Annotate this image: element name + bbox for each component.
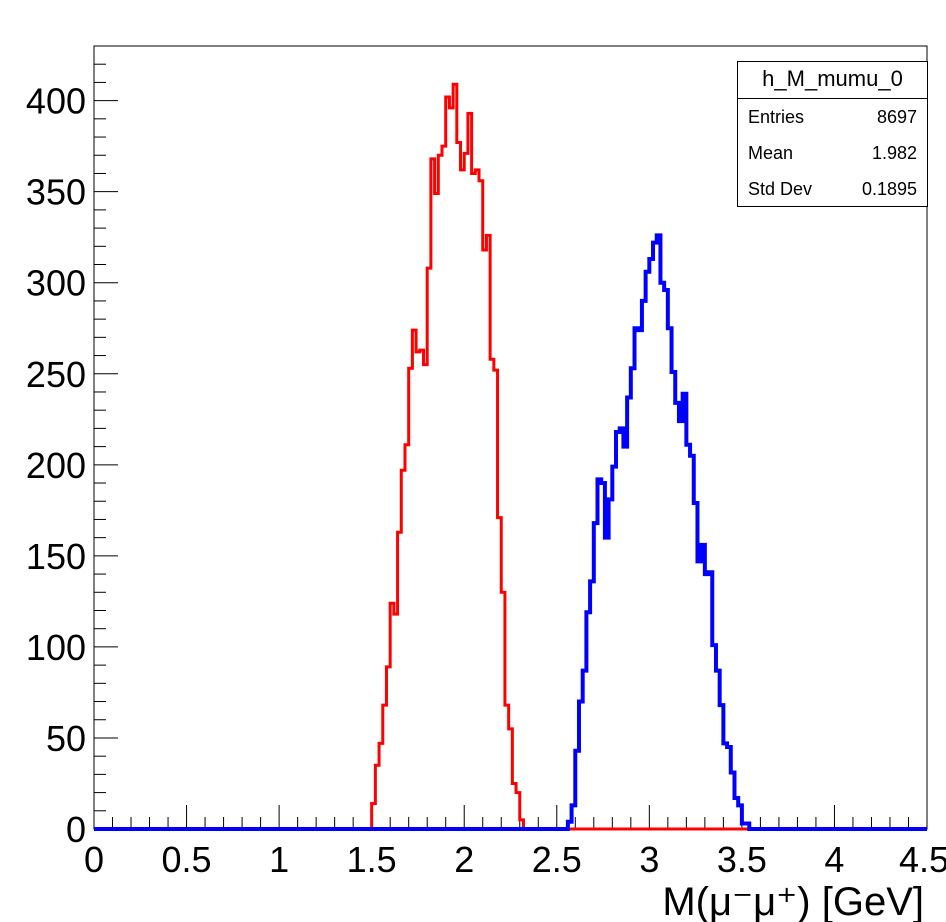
x-tick-labels: 0 0.5 1 1.5 2 2.5 3 3.5 4 4.5: [84, 839, 946, 880]
x-tick-label: 4: [824, 839, 844, 880]
stats-title: h_M_mumu_0: [738, 62, 927, 99]
series-group: [94, 82, 927, 831]
x-tick-label: 1.5: [347, 839, 397, 880]
y-tick-label: 100: [26, 627, 86, 668]
x-tick-label: 2.5: [532, 839, 582, 880]
stats-value: 1.982: [871, 143, 917, 163]
stats-row-stddev: Std Dev 0.1895: [738, 171, 927, 207]
y-tick-labels: 0 50 100 150 200 250 300 350 400: [26, 81, 86, 850]
x-tick-label: 4.5: [899, 839, 946, 880]
stats-label: Std Dev: [748, 179, 813, 199]
stats-value: 0.1895: [861, 179, 917, 199]
y-tick-label: 300: [26, 263, 86, 304]
histogram-series-1: [94, 233, 927, 831]
y-tick-label: 250: [26, 354, 86, 395]
y-tick-label: 350: [26, 172, 86, 213]
stats-label: Entries: [748, 107, 805, 127]
stats-label: Mean: [748, 143, 794, 163]
stats-row-entries: Entries 8697: [738, 99, 927, 135]
x-tick-label: 1: [269, 839, 289, 880]
y-tick-label: 400: [26, 81, 86, 122]
y-tick-label: 50: [46, 718, 86, 759]
x-tick-label: 3: [639, 839, 659, 880]
x-tick-label: 0: [84, 839, 104, 880]
stats-value: 8697: [876, 107, 917, 127]
x-tick-label: 3.5: [717, 839, 767, 880]
stats-box: h_M_mumu_0 Entries 8697 Mean 1.982 Std D…: [737, 61, 928, 207]
y-tick-label: 150: [26, 536, 86, 577]
stats-row-mean: Mean 1.982: [738, 135, 927, 171]
y-tick-label: 200: [26, 445, 86, 486]
x-tick-label: 2: [454, 839, 474, 880]
histogram-series-0: [94, 82, 927, 831]
x-axis-title: M(μ⁻μ⁺) [GeV]: [662, 880, 924, 922]
y-tick-label: 0: [66, 809, 86, 850]
x-tick-label: 0.5: [162, 839, 212, 880]
